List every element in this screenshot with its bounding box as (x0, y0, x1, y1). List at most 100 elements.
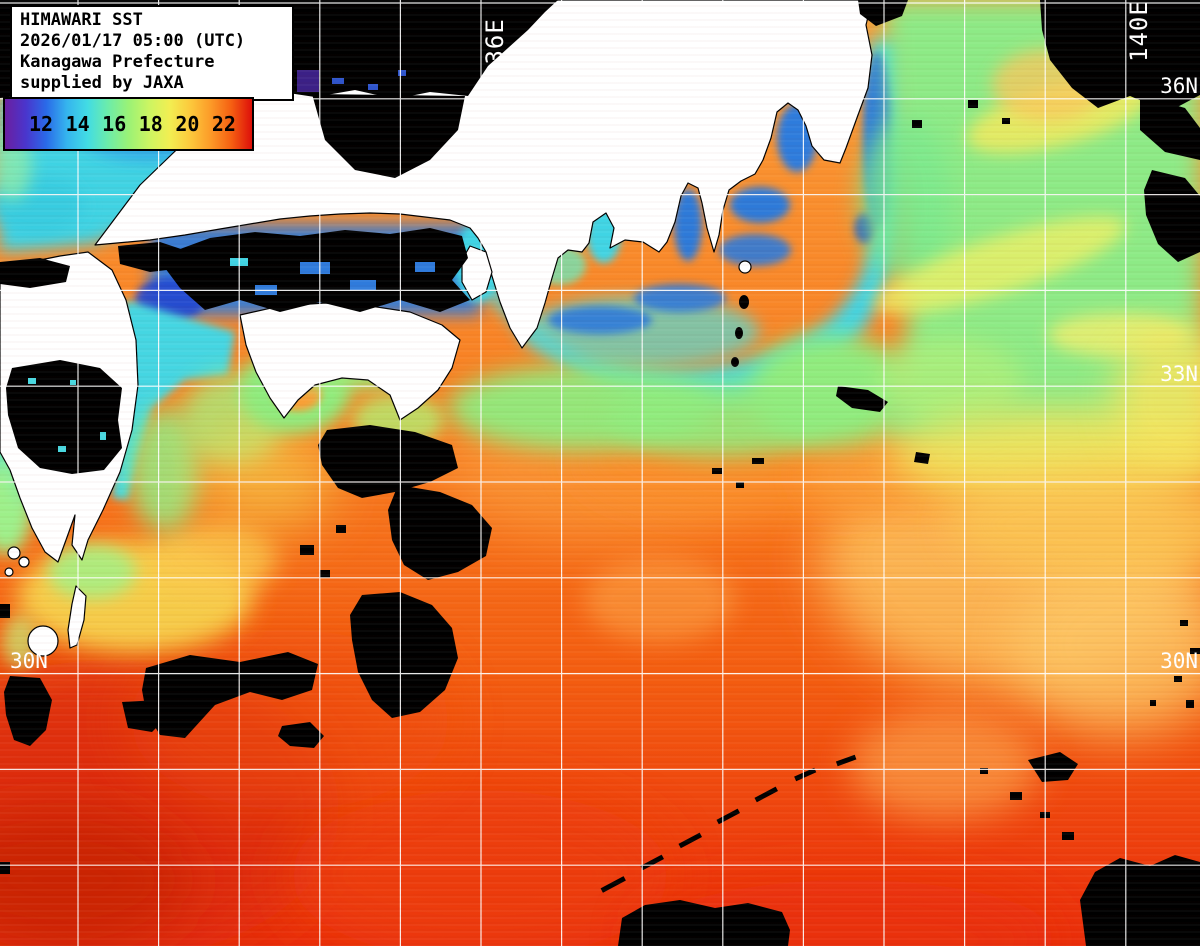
temperature-colorbar: 12 14 16 18 20 22 (3, 97, 254, 151)
cloud-speck (320, 570, 330, 578)
cloud-streak (640, 854, 665, 871)
cloud-streak (835, 754, 857, 767)
green-water-patch (859, 118, 951, 282)
green-water-band (748, 334, 912, 446)
blue-speck (368, 84, 378, 90)
izu-island-speck (735, 327, 743, 339)
cloud-patch (1028, 752, 1078, 782)
cyan-speck (70, 380, 76, 385)
title-source: supplied by JAXA (20, 73, 184, 93)
cloud-patch (0, 258, 70, 288)
cloud-patch (278, 722, 324, 748)
cloud-speck (968, 100, 978, 108)
cloud-streak (678, 832, 703, 849)
cloud-speck (752, 458, 764, 464)
land-small-island (4, 567, 14, 577)
title-product: HIMAWARI SST (20, 10, 143, 30)
land-tanegashima-island (67, 585, 87, 649)
izu-island-speck (731, 357, 739, 367)
cloud-kyushu (6, 360, 122, 474)
cloud-speck (1010, 792, 1022, 800)
sagami-bay-water (730, 187, 790, 223)
cloud-speck (1180, 620, 1188, 626)
cloud-patch (318, 425, 458, 498)
cloud-speck (712, 468, 722, 474)
lat-label-30n-left: 30N (10, 649, 48, 673)
cloud-patch (858, 0, 908, 26)
cloud-patch (836, 386, 888, 412)
cloud-speck (300, 545, 314, 555)
cyan-speck (100, 432, 106, 440)
light-orange-patch (950, 473, 1200, 577)
cloud-patch (1144, 170, 1200, 262)
cloud-patch (1140, 95, 1200, 160)
land-yakushima-island (27, 625, 59, 657)
land-honshu (94, 0, 873, 349)
cloud-patch (312, 94, 465, 178)
land-small-island (18, 556, 30, 568)
land-small-island (7, 546, 21, 560)
cyan-water-patch (520, 296, 760, 368)
colorbar-tick: 12 (29, 112, 54, 136)
cloud-ne-corner (1040, 0, 1200, 112)
blue-speck (350, 280, 376, 290)
suruga-bay-water (674, 189, 702, 261)
hot-water-patch (0, 810, 190, 946)
lon-label-136e: 136E (481, 18, 509, 80)
title-datetime: 2026/01/17 05:00 (UTC) (20, 31, 246, 51)
cloud-speck (1186, 700, 1194, 708)
cloud-speck (0, 862, 10, 874)
grid-labels: 136E 140E 36N 33N 30N 30N (10, 0, 1198, 673)
deep-blue-coastal (634, 284, 726, 312)
cyan-speck (28, 378, 36, 384)
colorbar-tick: 14 (65, 112, 90, 136)
light-orange-patch (585, 558, 735, 642)
lat-label-33n: 33N (1160, 362, 1198, 386)
cloud-speck (1002, 118, 1010, 124)
cloud-speck (1062, 832, 1074, 840)
title-info-box: HIMAWARI SST 2026/01/17 05:00 (UTC) Kana… (10, 5, 294, 101)
cyan-speck (58, 446, 66, 452)
green-water-patch (878, 338, 1022, 422)
green-water-patch (129, 408, 201, 532)
lat-label-30n-right: 30N (1160, 649, 1198, 673)
green-water-patch (2, 616, 38, 668)
deep-blue-coastal (719, 234, 791, 266)
cloud-streak (600, 876, 626, 893)
cloud-speck (1150, 700, 1156, 706)
blue-speck (332, 78, 344, 84)
lon-label-140e: 140E (1125, 0, 1153, 62)
title-region: Kanagawa Prefecture (20, 52, 215, 72)
cloud-speck (336, 525, 346, 533)
cloud-patch (122, 700, 168, 732)
light-orange-patch (1010, 555, 1200, 735)
colorbar-tick: 16 (102, 112, 127, 136)
cloud-patch (618, 900, 790, 946)
cloud-speck (914, 452, 930, 464)
yellow-filament (874, 216, 1126, 314)
cloud-patch (1080, 855, 1200, 946)
hot-water-patch (290, 790, 670, 946)
colorbar-tick: 22 (211, 112, 236, 136)
deep-blue-coastal (548, 306, 652, 334)
izu-island-speck (739, 295, 749, 309)
cloud-speck (980, 768, 988, 774)
cloud-patch (350, 592, 458, 718)
cloud-speck (912, 120, 922, 128)
colorbar-tick: 18 (138, 112, 163, 136)
land-izu-oshima-island (738, 260, 752, 274)
yellow-water-patch (193, 422, 337, 534)
cloud-streak (754, 786, 779, 803)
light-orange-patch (850, 710, 1040, 820)
purple-speck (297, 70, 319, 92)
cloud-speck (1174, 676, 1182, 682)
blue-speck (398, 70, 406, 76)
green-water-patch (48, 545, 136, 599)
yellow-water-patch (153, 524, 277, 596)
cloud-speck (1190, 648, 1200, 654)
yellow-water-band (1113, 328, 1200, 472)
cyan-coastal-band (112, 300, 235, 500)
